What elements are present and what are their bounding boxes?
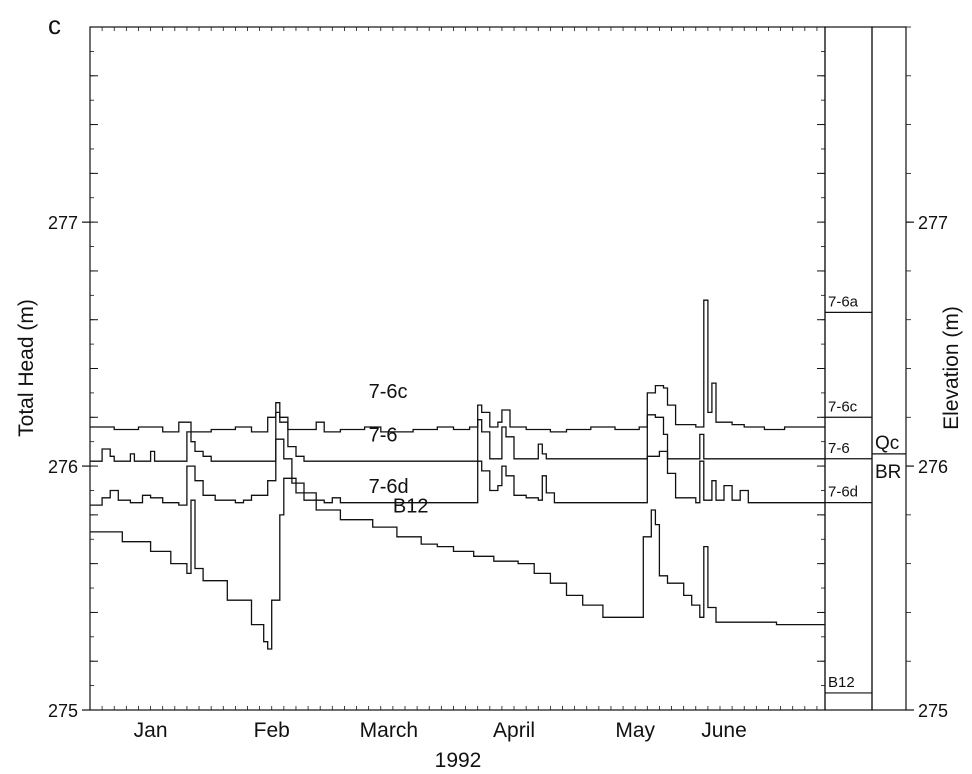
x-ticks: Jan Feb March April May June: [134, 719, 747, 742]
y2-axis-label: Elevation (m): [940, 306, 963, 430]
x-tick-label: Jan: [134, 719, 168, 742]
x-tick-label: May: [615, 719, 655, 742]
y-tick-label: 275: [48, 701, 78, 721]
y2-ticks: 275 276 277: [906, 26, 948, 721]
strip-labels: 7-6a 7-6c 7-6 7-6d B12 Qc BR: [825, 293, 906, 694]
strip-label: 7-6c: [828, 398, 858, 415]
x-axis-label: 1992: [435, 749, 482, 772]
piezometer-column: [824, 26, 873, 711]
x-tick-label: June: [701, 719, 747, 742]
y-tick-label: 277: [48, 213, 78, 233]
unit-lower-label: BR: [875, 462, 901, 483]
y2-tick-label: 276: [918, 457, 948, 477]
x-tick-label: Feb: [254, 719, 290, 742]
x-tick-label: March: [360, 719, 418, 742]
series-line-7-6c: [90, 299, 825, 433]
series-label: 7-6d: [369, 476, 409, 498]
series-label: 7-6c: [369, 381, 408, 403]
panel-label: c: [48, 10, 61, 40]
series-line-B12: [90, 477, 825, 650]
series-line-7-6: [90, 411, 825, 462]
y-tick-label: 276: [48, 457, 78, 477]
minor-ticks: [89, 26, 825, 711]
y-axis-label: Total Head (m): [15, 299, 38, 437]
y2-tick-label: 277: [918, 213, 948, 233]
series-label: 7-6: [369, 425, 398, 447]
strip-label: 7-6d: [828, 484, 858, 501]
stratigraphy-column: [871, 26, 907, 711]
y-ticks: 275 276 277: [48, 213, 90, 721]
strip-label: B12: [828, 674, 855, 691]
series-label: B12: [393, 495, 429, 517]
strip-label: 7-6: [828, 440, 850, 457]
x-tick-label: April: [493, 719, 535, 742]
y2-tick-label: 275: [918, 701, 948, 721]
strip-label: 7-6a: [828, 293, 859, 310]
series-line-7-6d: [90, 438, 825, 506]
unit-upper-label: Qc: [875, 433, 899, 454]
